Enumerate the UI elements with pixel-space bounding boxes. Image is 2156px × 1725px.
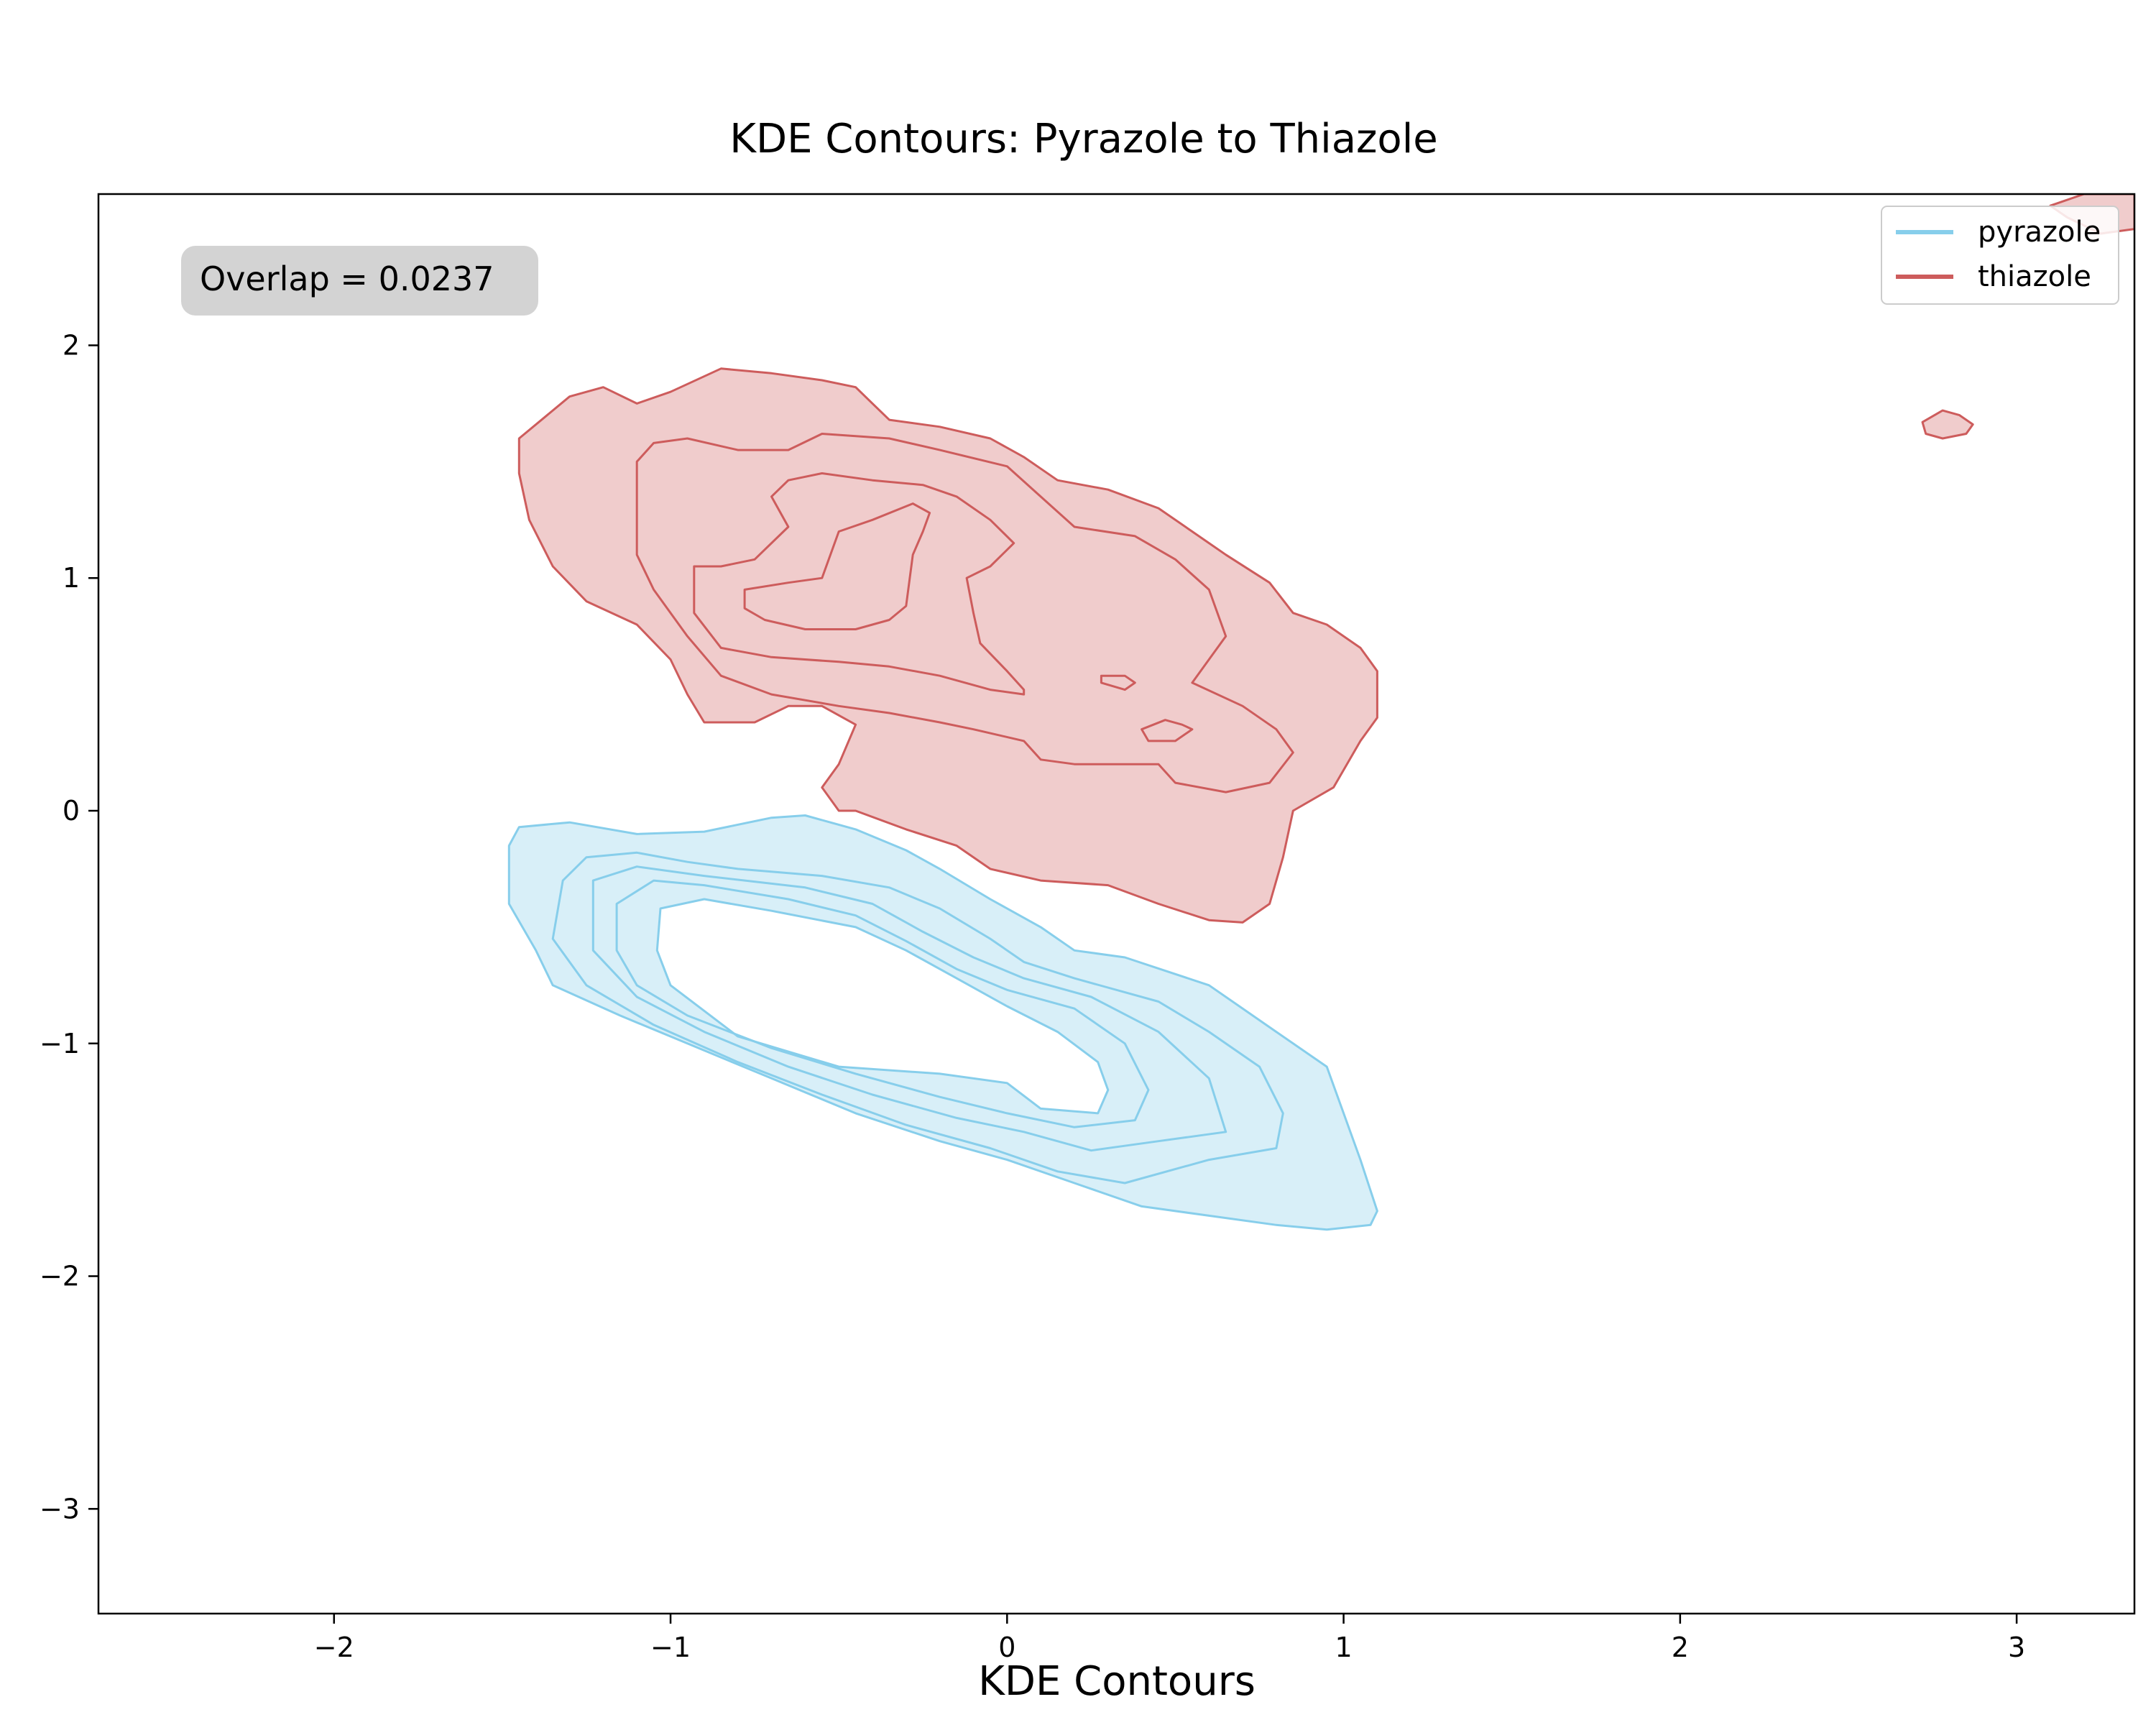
- pyrazole-contour-line: [507, 814, 1378, 1231]
- thiazole-contour-line: [1141, 719, 1194, 742]
- pyrazole-density-fill: [509, 815, 1378, 1230]
- annotation-box: [181, 246, 538, 316]
- y-tick-label: 0: [63, 795, 80, 827]
- thiazole-contour-line: [517, 367, 1378, 924]
- series-pyrazole: [507, 814, 1378, 1231]
- pyrazole-contour-line: [615, 879, 1150, 1128]
- pyrazole-contour-line: [655, 898, 1110, 1115]
- x-tick-label: 0: [998, 1632, 1015, 1663]
- axes-frame: [97, 193, 2136, 1615]
- y-tick-label: 2: [63, 329, 80, 361]
- y-tick-label: 1: [63, 562, 80, 594]
- y-tick-label: −1: [40, 1028, 80, 1059]
- thiazole-contour-line: [693, 472, 1026, 696]
- overlap-annotation: Overlap = 0.0237: [181, 246, 538, 316]
- annotation-text: Overlap = 0.0237: [200, 259, 494, 298]
- x-tick-label: 1: [1335, 1632, 1352, 1663]
- legend-label-pyrazole: pyrazole: [1978, 216, 2101, 249]
- thiazole-contour-line: [743, 502, 931, 630]
- thiazole-density-fill: [519, 368, 1378, 923]
- y-tick-label: −2: [40, 1261, 80, 1292]
- x-axis-label: KDE Contours: [978, 1658, 1256, 1705]
- thiazole-density-fill: [1922, 410, 1973, 438]
- axis-ticks: −2 −1 0 1 2 3 2 1 0 −1 −2 −3: [40, 329, 2025, 1663]
- thiazole-contour-line: [1921, 409, 1974, 440]
- thiazole-contour-line: [635, 433, 1294, 794]
- pyrazole-contour-line: [551, 851, 1284, 1184]
- x-tick-label: 3: [2008, 1632, 2025, 1663]
- pyrazole-contour-line: [591, 865, 1227, 1152]
- chart-title: KDE Contours: Pyrazole to Thiazole: [729, 116, 1437, 162]
- x-tick-label: −1: [650, 1632, 691, 1663]
- thiazole-contour-line: [1100, 674, 1136, 691]
- x-tick-label: −2: [314, 1632, 354, 1663]
- legend: pyrazole thiazole: [1881, 206, 2119, 305]
- y-tick-label: −3: [40, 1493, 80, 1524]
- x-tick-label: 2: [1672, 1632, 1689, 1663]
- legend-label-thiazole: thiazole: [1978, 260, 2091, 293]
